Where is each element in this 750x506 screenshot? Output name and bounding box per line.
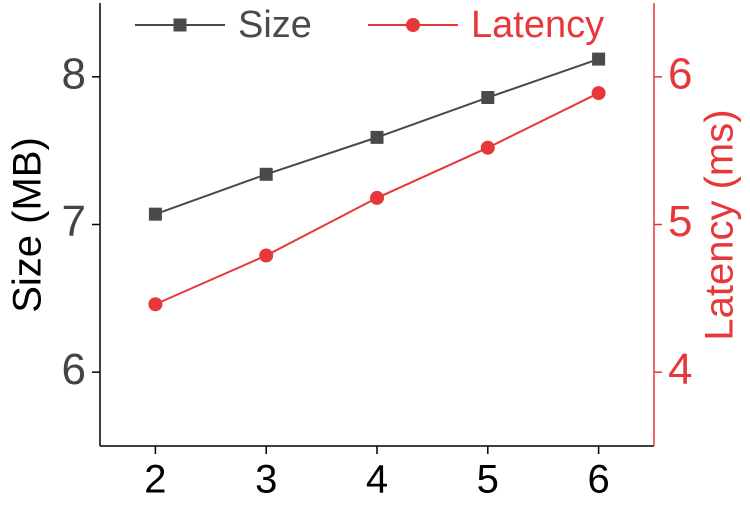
- y-tick-label: 8: [62, 49, 86, 98]
- x-tick-label: 2: [144, 458, 166, 502]
- marker: [591, 86, 606, 101]
- marker: [370, 130, 384, 144]
- legend-marker: [406, 18, 420, 32]
- legend-marker: [173, 18, 187, 32]
- legend-label: Latency: [471, 4, 604, 46]
- y-tick-label: 6: [62, 345, 86, 394]
- y-axis-label: Size (MB): [6, 137, 50, 313]
- marker: [259, 248, 274, 263]
- y-tick-label: 7: [62, 197, 86, 246]
- marker: [481, 91, 495, 105]
- y2-tick-label: 5: [668, 197, 692, 246]
- marker: [480, 140, 495, 155]
- y2-axis-label: Latency (ms): [698, 109, 742, 340]
- legend-label: Size: [238, 4, 312, 46]
- marker: [148, 297, 163, 312]
- x-tick-label: 5: [477, 458, 499, 502]
- y2-tick-label: 4: [668, 345, 692, 394]
- marker: [370, 190, 384, 205]
- x-tick-label: 3: [255, 458, 277, 502]
- marker: [592, 52, 606, 66]
- y2-tick-label: 6: [668, 49, 692, 98]
- x-tick-label: 6: [587, 458, 609, 502]
- marker: [148, 207, 162, 221]
- marker: [259, 167, 273, 181]
- x-tick-label: 4: [366, 458, 388, 502]
